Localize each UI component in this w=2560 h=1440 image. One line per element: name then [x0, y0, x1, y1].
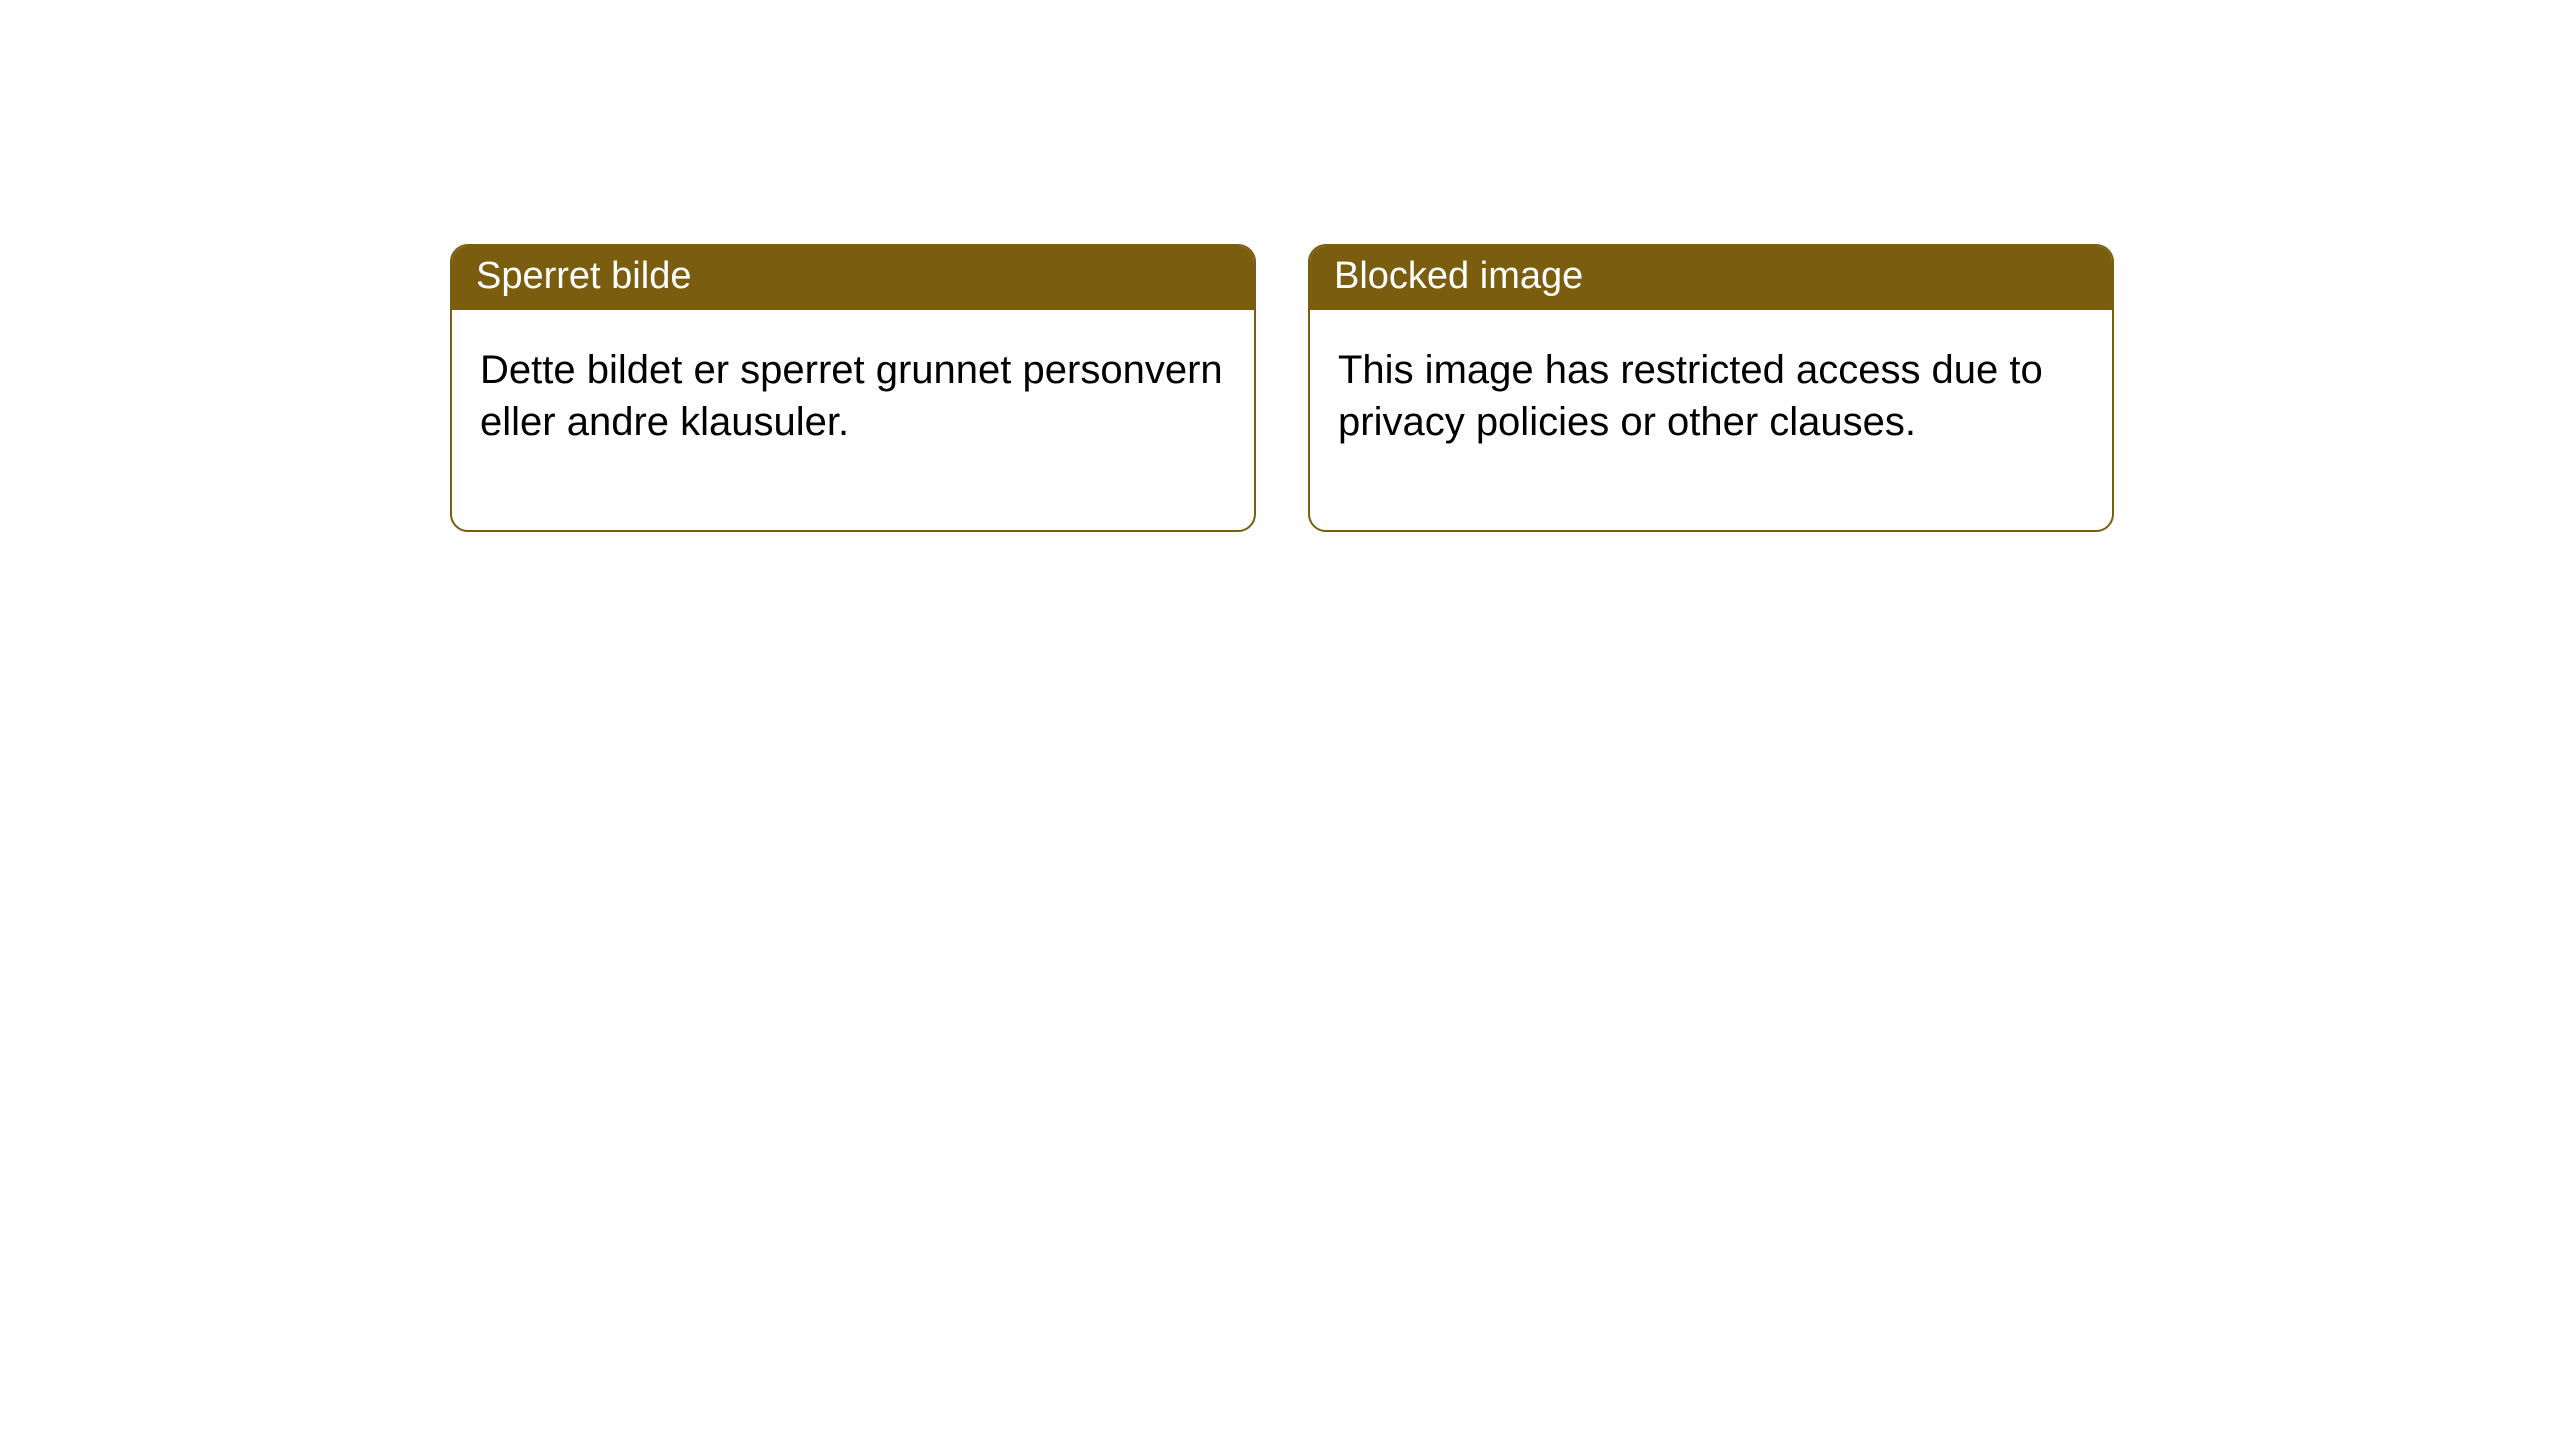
notice-body: This image has restricted access due to …: [1310, 310, 2112, 530]
notice-header: Blocked image: [1310, 246, 2112, 310]
notice-box-norwegian: Sperret bilde Dette bildet er sperret gr…: [450, 244, 1256, 532]
notice-box-english: Blocked image This image has restricted …: [1308, 244, 2114, 532]
notice-body: Dette bildet er sperret grunnet personve…: [452, 310, 1254, 530]
notice-container: Sperret bilde Dette bildet er sperret gr…: [0, 0, 2560, 532]
notice-header: Sperret bilde: [452, 246, 1254, 310]
